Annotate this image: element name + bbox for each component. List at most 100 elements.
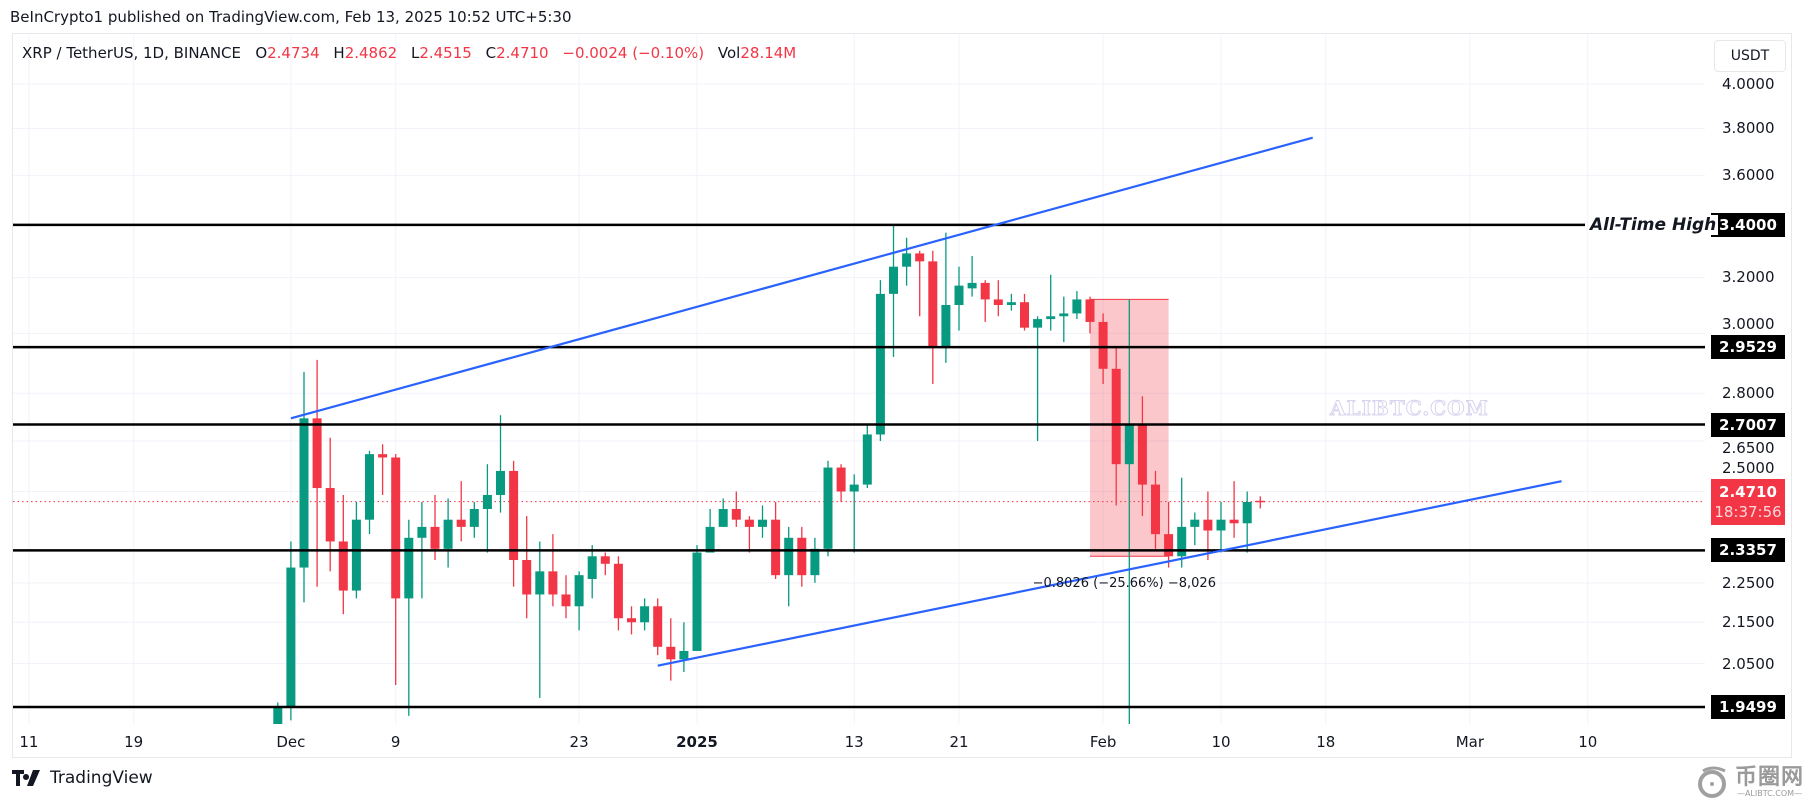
candle (1190, 512, 1200, 546)
candle-body (561, 594, 571, 607)
volume-label: Vol (717, 44, 741, 62)
candle-body (1111, 368, 1121, 465)
candle (1046, 274, 1056, 331)
candle-body (849, 484, 859, 492)
candle (338, 494, 348, 615)
candle (1059, 296, 1069, 343)
candle (496, 415, 505, 513)
open-value: 2.4734 (267, 44, 320, 62)
candle-body (535, 571, 545, 595)
candle-body (679, 650, 689, 660)
candle-body (1098, 321, 1108, 369)
candle-body (365, 454, 374, 520)
candle (718, 498, 728, 527)
close-label: C (485, 44, 497, 62)
plot-area (13, 136, 1705, 724)
x-tick-label: Feb (1089, 733, 1117, 751)
candle-body (731, 509, 741, 520)
y-tick-label: 2.1500 (1722, 613, 1775, 632)
all-time-high-annotation: All-Time High (1588, 214, 1719, 235)
candle (1203, 491, 1213, 561)
x-tick-label: Mar (1455, 733, 1485, 751)
y-tick-label: 2.6500 (1722, 438, 1775, 457)
candle-body (587, 556, 597, 579)
candle-body (875, 293, 885, 435)
candle-body (744, 519, 754, 527)
candle-body (705, 526, 715, 553)
candle (1137, 396, 1147, 517)
x-tick-label: 18 (1316, 733, 1336, 751)
candle (692, 545, 702, 651)
y-tick-label: 3.2000 (1722, 268, 1775, 287)
low-value: 2.4515 (419, 44, 472, 62)
candle (1255, 496, 1265, 509)
candle-body (600, 556, 610, 564)
candle-body (954, 285, 964, 305)
candle (482, 464, 492, 553)
candle (1242, 491, 1252, 553)
x-tick-label: 23 (569, 733, 589, 751)
candle (325, 437, 335, 572)
candle-body (902, 253, 912, 267)
tradingview-brand[interactable]: TradingView (12, 768, 153, 788)
tradingview-logo-icon (12, 770, 40, 786)
candle-body (1164, 534, 1174, 557)
candle-body (810, 548, 820, 576)
candle-body (718, 509, 728, 527)
candle-body (456, 519, 466, 527)
candle-body (1059, 313, 1069, 317)
candle (784, 526, 794, 607)
corner-logo-cn: 币圈网 (1735, 764, 1804, 790)
candle (391, 454, 401, 685)
open-label: O (255, 44, 268, 62)
candle (574, 571, 584, 631)
y-tick-label: 2.2500 (1722, 573, 1775, 592)
x-tick-label: Dec (276, 733, 306, 751)
candle-body (613, 563, 623, 619)
coin-logo-icon (1698, 766, 1726, 798)
candle (1020, 293, 1029, 331)
candle (548, 534, 558, 607)
candle (273, 702, 283, 724)
candle-body (1046, 316, 1056, 320)
candle-body (666, 646, 676, 660)
currency-button[interactable]: USDT (1714, 40, 1786, 72)
candle-body (286, 567, 296, 707)
candle (561, 575, 571, 619)
candle (1164, 501, 1174, 568)
candle (1216, 501, 1226, 553)
candle (456, 481, 466, 542)
candle (587, 545, 597, 599)
y-tick-label: 3.0000 (1722, 315, 1775, 334)
candle-body (1124, 424, 1134, 465)
candle (980, 280, 990, 322)
x-tick-label: 10 (1578, 733, 1598, 751)
candle (915, 250, 925, 317)
candle-body (509, 470, 519, 561)
last-price-value: 2.4710 (1719, 482, 1777, 501)
candle (836, 464, 846, 502)
symbol-label[interactable]: XRP / TetherUS, 1D, BINANCE (22, 44, 241, 62)
corner-logo-en: —ALIBTC.COM— (1736, 788, 1803, 798)
bar-countdown: 18:37:56 (1714, 502, 1782, 521)
candle (535, 541, 545, 699)
candle-body (1190, 519, 1200, 527)
candle (954, 266, 964, 331)
high-label: H (333, 44, 345, 62)
candle (810, 537, 820, 583)
candle (771, 501, 781, 579)
candle (613, 556, 623, 631)
candle-body (993, 299, 1003, 305)
candle (1098, 313, 1108, 384)
candle-body (836, 467, 846, 492)
candle-body (1085, 299, 1095, 322)
candle-body (941, 304, 951, 348)
candle-body (758, 519, 767, 527)
candle-body (1229, 519, 1239, 524)
candle-body (338, 541, 348, 591)
change-value: −0.0024 (−0.10%) (562, 44, 705, 62)
candle (600, 552, 610, 576)
candle-body (1020, 302, 1029, 328)
publisher-line: BeInCrypto1 published on TradingView.com… (10, 8, 572, 26)
